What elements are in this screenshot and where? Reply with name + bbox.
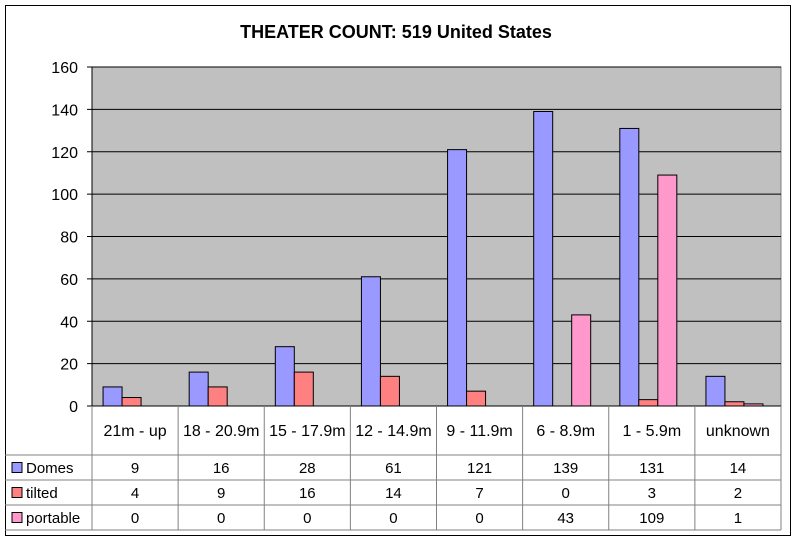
table-cell: 14 — [730, 460, 747, 477]
y-tick-label: 140 — [51, 102, 78, 119]
table-cell: 3 — [648, 485, 656, 502]
table-cell: 1 — [734, 510, 742, 527]
table-cell: 0 — [303, 510, 311, 527]
plot-area — [87, 66, 782, 407]
legend-label: Domes — [26, 460, 74, 477]
bar-Domes-1 — [188, 371, 209, 407]
y-tick-label: 20 — [60, 357, 78, 374]
table-cell: 139 — [553, 460, 578, 477]
bar-Domes-3 — [360, 276, 381, 407]
bar-tilted-0 — [121, 397, 142, 407]
x-tick-label: 15 - 17.9m — [269, 423, 345, 440]
x-tick-label: unknown — [706, 423, 770, 440]
bar-Domes-7 — [705, 375, 726, 407]
table-cell: 61 — [385, 460, 402, 477]
series-portable — [571, 174, 764, 407]
table-cell: 0 — [389, 510, 397, 527]
table-cell: 121 — [467, 460, 492, 477]
bar-Domes-2 — [274, 346, 295, 407]
bar-tilted-2 — [293, 371, 314, 407]
legend-label: tilted — [26, 485, 58, 502]
legend-key-Domes — [11, 462, 23, 473]
x-tick-label: 18 - 20.9m — [183, 423, 259, 440]
table-cell: 0 — [475, 510, 483, 527]
series-tilted — [121, 371, 745, 407]
y-tick-label: 40 — [60, 314, 78, 331]
y-tick-label: 100 — [51, 187, 78, 204]
bar-portable-6 — [657, 174, 678, 407]
bar-portable-5 — [571, 314, 592, 407]
table-cell: 16 — [299, 485, 316, 502]
table-cell: 9 — [131, 460, 139, 477]
table-cell: 28 — [299, 460, 316, 477]
data-table: 21m - up 18 - 20.9m 15 - 17.9m 12 - 14.9m 9 … — [5, 406, 782, 531]
bar-Domes-4 — [447, 149, 468, 407]
y-axis-tick-labels: 0 20 40 60 80 100 120 140 160 — [51, 60, 78, 416]
x-tick-label: 12 - 14.9m — [355, 423, 431, 440]
bar-Domes-0 — [102, 386, 123, 407]
bar-tilted-1 — [207, 386, 228, 407]
bar-tilted-7 — [724, 401, 745, 407]
table-cell: 16 — [213, 460, 230, 477]
table-cell: 7 — [475, 485, 483, 502]
y-tick-label: 80 — [60, 230, 78, 247]
legend-key-portable — [11, 512, 23, 523]
table-cell: 0 — [131, 510, 139, 527]
series-Domes — [102, 110, 726, 407]
y-tick-label: 60 — [60, 272, 78, 289]
chart-title: THEATER COUNT: 519 United States — [240, 22, 552, 42]
table-cell: 9 — [217, 485, 225, 502]
table-cell: 109 — [639, 510, 664, 527]
legend-key-tilted — [11, 487, 23, 498]
y-tick-label: 0 — [69, 399, 78, 416]
y-tick-label: 160 — [51, 60, 78, 77]
bar-tilted-3 — [379, 375, 400, 407]
table-cell: 2 — [734, 485, 742, 502]
bar-tilted-6 — [638, 399, 659, 407]
table-cell: 131 — [639, 460, 664, 477]
legend-label: portable — [26, 510, 80, 527]
x-tick-label: 1 - 5.9m — [622, 423, 681, 440]
table-cell: 14 — [385, 485, 402, 502]
table-cell: 43 — [557, 510, 574, 527]
x-tick-label: 6 - 8.9m — [536, 423, 595, 440]
y-tick-label: 120 — [51, 145, 78, 162]
bar-Domes-5 — [533, 110, 554, 407]
table-cell: 0 — [217, 510, 225, 527]
table-cell: 4 — [131, 485, 139, 502]
table-cell: 0 — [562, 485, 570, 502]
bar-Domes-6 — [619, 127, 640, 407]
x-tick-label: 21m - up — [103, 423, 166, 440]
bar-tilted-4 — [466, 390, 487, 407]
x-tick-label: 9 - 11.9m — [446, 423, 512, 440]
